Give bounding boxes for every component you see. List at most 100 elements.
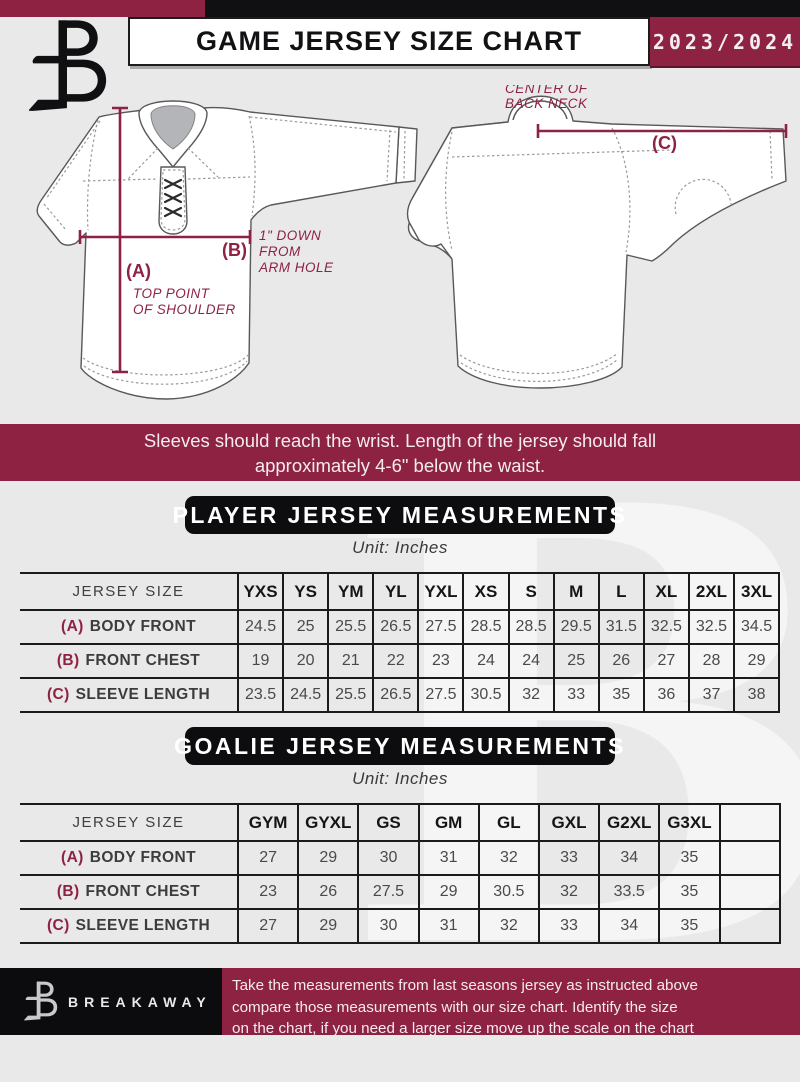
size-value-cell: 32 [477, 908, 539, 944]
label-a: (A) [126, 261, 151, 281]
label-b: (B) [222, 240, 247, 260]
size-value-cell: 29 [297, 840, 359, 876]
goalie-sleeve-length-row: (C) SLEEVE LENGTH 27 29 30 31 32 33 34 35 [20, 908, 781, 944]
size-value-cell: 27 [642, 643, 689, 679]
label-c-caption-2: BACK NECK [505, 96, 588, 111]
page-title-box: GAME JERSEY SIZE CHART [128, 17, 650, 66]
size-value-cell: 33 [537, 840, 600, 876]
size-value-cell: 32.5 [642, 609, 689, 645]
size-value-cell: 25 [552, 643, 599, 679]
size-col-header: G2XL [598, 803, 660, 842]
size-value-cell: 37 [687, 677, 735, 713]
footer-brand-block: BREAKAWAY [0, 968, 222, 1035]
size-value-cell: 26.5 [372, 609, 419, 645]
breakaway-b-logo-icon [28, 20, 107, 111]
size-value-cell: 22 [372, 643, 419, 679]
size-col-header: GYM [236, 803, 299, 842]
size-col-header: XS [462, 572, 509, 611]
size-value-cell: 33.5 [598, 874, 660, 910]
goalie-section-title: GOALIE JERSEY MEASUREMENTS [174, 732, 626, 759]
footer-brand-name: BREAKAWAY [68, 993, 212, 1010]
size-value-cell: 23 [417, 643, 464, 679]
season-badge: 2023/2024 [650, 17, 800, 68]
size-value-cell: 29 [417, 874, 479, 910]
size-value-cell: 19 [236, 643, 284, 679]
size-value-cell: 27.5 [417, 609, 464, 645]
row-key: (C) [46, 917, 70, 934]
size-value-cell: 32 [507, 677, 554, 713]
size-value-cell: 35 [597, 677, 644, 713]
label-b-caption-3: ARM HOLE [258, 260, 334, 275]
size-value-cell: 27 [236, 840, 299, 876]
size-col-header [718, 803, 781, 842]
top-accent-strip-maroon [0, 0, 205, 17]
size-col-header: GXL [537, 803, 600, 842]
size-value-cell: 30 [357, 840, 419, 876]
size-value-cell: 33 [552, 677, 599, 713]
label-a-caption-1: TOP POINT [133, 286, 211, 301]
goalie-size-table: JERSEY SIZE GYM GYXL GS GM GL GXL G2XL G… [20, 803, 781, 944]
size-value-cell: 28.5 [507, 609, 554, 645]
row-key: (C) [46, 686, 70, 703]
row-label-cell: (B) FRONT CHEST [20, 874, 238, 910]
player-table-header-row: JERSEY SIZE YXS YS YM YL YXL XS S M L XL… [20, 572, 781, 611]
player-section-header: PLAYER JERSEY MEASUREMENTS [173, 496, 625, 534]
player-front-chest-row: (B) FRONT CHEST 19 20 21 22 23 24 24 25 2… [20, 643, 781, 679]
size-col-header: GM [417, 803, 479, 842]
size-value-cell: 26.5 [372, 677, 419, 713]
size-value-cell: 26 [597, 643, 644, 679]
goalie-body-front-row: (A) BODY FRONT 27 29 30 31 32 33 34 35 [20, 840, 781, 876]
measurement-line-c [536, 124, 788, 138]
row-name: FRONT CHEST [85, 652, 201, 669]
size-col-header: YXL [417, 572, 464, 611]
row-label-cell: (A) BODY FRONT [20, 609, 238, 645]
row-label-cell: (C) SLEEVE LENGTH [20, 677, 238, 713]
size-value-cell: 32 [477, 840, 539, 876]
size-col-header: GYXL [297, 803, 359, 842]
size-value-cell: 33 [537, 908, 600, 944]
footer-instructions-line-3: on the chart, if you need a larger size … [232, 1020, 694, 1037]
size-col-header: YL [372, 572, 419, 611]
row-key: (B) [56, 883, 80, 900]
row-label-cell: (A) BODY FRONT [20, 840, 238, 876]
goalie-corner-cell: JERSEY SIZE [20, 803, 238, 842]
size-col-header: S [507, 572, 554, 611]
row-key: (A) [61, 618, 84, 635]
size-value-cell: 20 [282, 643, 329, 679]
row-label-cell: (C) SLEEVE LENGTH [20, 908, 238, 944]
size-value-cell: 31.5 [597, 609, 644, 645]
size-value-cell: 21 [327, 643, 374, 679]
measurement-line-a [112, 106, 128, 374]
label-a-caption-2: OF SHOULDER [133, 302, 236, 317]
back-jersey-drawing [406, 95, 787, 389]
size-value-cell: 23.5 [236, 677, 284, 713]
size-value-cell: 35 [658, 908, 720, 944]
row-name: SLEEVE LENGTH [75, 917, 211, 934]
size-value-cell: 32 [537, 874, 600, 910]
label-b-caption-2: FROM [259, 244, 301, 259]
size-value-cell: 29 [297, 908, 359, 944]
size-col-header: 3XL [733, 572, 781, 611]
size-value-cell: 31 [417, 908, 479, 944]
player-sleeve-length-row: (C) SLEEVE LENGTH 23.5 24.5 25.5 26.5 27.… [20, 677, 781, 713]
size-value-cell: 28.5 [462, 609, 509, 645]
row-key: (B) [56, 652, 80, 669]
size-value-cell [718, 908, 781, 944]
size-value-cell: 29.5 [552, 609, 599, 645]
size-value-cell: 30.5 [477, 874, 539, 910]
label-c-caption-1: CENTER OF [505, 85, 588, 96]
player-unit-label: Unit: Inches [352, 538, 448, 557]
size-col-header: L [597, 572, 644, 611]
size-value-cell: 27 [236, 908, 299, 944]
size-col-header: 2XL [687, 572, 735, 611]
player-section-title: PLAYER JERSEY MEASUREMENTS [172, 501, 628, 528]
size-col-header: GS [357, 803, 419, 842]
goalie-table-header-row: JERSEY SIZE GYM GYXL GS GM GL GXL G2XL G… [20, 803, 781, 842]
size-value-cell: 30.5 [462, 677, 509, 713]
fit-notice-line-2: approximately 4-6" below the waist. [254, 454, 546, 476]
size-col-header: YM [327, 572, 374, 611]
row-name: SLEEVE LENGTH [75, 686, 211, 703]
page-title: GAME JERSEY SIZE CHART [195, 26, 583, 56]
front-jersey-drawing [36, 100, 418, 400]
size-value-cell [718, 874, 781, 910]
